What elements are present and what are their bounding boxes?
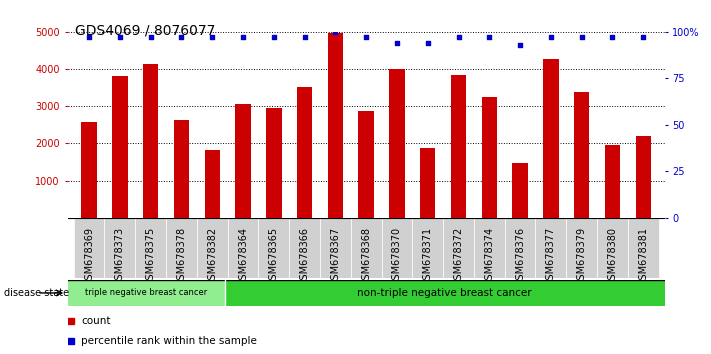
Bar xyxy=(574,92,589,218)
Point xyxy=(545,35,557,40)
Text: GSM678372: GSM678372 xyxy=(454,227,464,286)
Text: GSM678382: GSM678382 xyxy=(207,227,218,286)
Bar xyxy=(358,111,374,218)
Bar xyxy=(197,218,228,278)
Text: GSM678366: GSM678366 xyxy=(299,227,309,286)
Bar xyxy=(266,108,282,218)
Point xyxy=(483,35,495,40)
Bar xyxy=(258,218,289,278)
Text: percentile rank within the sample: percentile rank within the sample xyxy=(81,336,257,346)
Bar xyxy=(105,218,135,278)
Bar xyxy=(74,218,105,278)
Bar xyxy=(451,75,466,218)
Text: count: count xyxy=(81,316,110,326)
Bar xyxy=(228,218,258,278)
Bar xyxy=(143,64,159,218)
Bar xyxy=(68,280,225,306)
Text: GSM678376: GSM678376 xyxy=(515,227,525,286)
Bar xyxy=(628,218,658,278)
Point xyxy=(299,35,310,40)
Point xyxy=(237,35,249,40)
Text: GSM678375: GSM678375 xyxy=(146,227,156,286)
Bar xyxy=(597,218,628,278)
Point xyxy=(453,35,464,40)
Point xyxy=(514,42,525,48)
Bar xyxy=(420,148,435,218)
Point xyxy=(360,35,372,40)
Bar xyxy=(474,218,505,278)
Bar xyxy=(328,33,343,218)
Point xyxy=(638,35,649,40)
Text: GSM678373: GSM678373 xyxy=(115,227,125,286)
Point xyxy=(176,35,187,40)
Bar xyxy=(235,104,251,218)
Bar xyxy=(112,76,127,218)
Text: GSM678380: GSM678380 xyxy=(607,227,617,286)
Point xyxy=(330,29,341,35)
Point xyxy=(207,35,218,40)
Text: disease state: disease state xyxy=(4,288,69,298)
Text: GSM678379: GSM678379 xyxy=(577,227,587,286)
Bar xyxy=(505,218,535,278)
Text: GSM678365: GSM678365 xyxy=(269,227,279,286)
Bar xyxy=(320,218,351,278)
Text: GSM678371: GSM678371 xyxy=(423,227,433,286)
Text: GSM678369: GSM678369 xyxy=(84,227,94,286)
Bar xyxy=(535,218,566,278)
Bar xyxy=(382,218,412,278)
Bar xyxy=(289,218,320,278)
Bar xyxy=(389,69,405,218)
Bar xyxy=(351,218,382,278)
Bar xyxy=(297,87,312,218)
Bar xyxy=(605,145,620,218)
Bar xyxy=(166,218,197,278)
Point xyxy=(145,35,156,40)
Text: GDS4069 / 8076077: GDS4069 / 8076077 xyxy=(75,23,215,37)
Bar xyxy=(205,150,220,218)
Bar xyxy=(135,218,166,278)
Bar xyxy=(513,163,528,218)
Text: triple negative breast cancer: triple negative breast cancer xyxy=(85,289,207,297)
Bar xyxy=(543,59,559,218)
Bar xyxy=(481,97,497,218)
Point xyxy=(268,35,279,40)
Bar xyxy=(566,218,597,278)
Point xyxy=(114,35,126,40)
Text: GSM678381: GSM678381 xyxy=(638,227,648,286)
Text: GSM678374: GSM678374 xyxy=(484,227,494,286)
Text: GSM678364: GSM678364 xyxy=(238,227,248,286)
Point xyxy=(422,40,434,46)
Text: GSM678368: GSM678368 xyxy=(361,227,371,286)
Bar xyxy=(173,120,189,218)
Point xyxy=(83,35,95,40)
Bar xyxy=(636,136,651,218)
Bar xyxy=(443,218,474,278)
Point xyxy=(576,35,587,40)
Text: GSM678377: GSM678377 xyxy=(546,227,556,286)
Bar xyxy=(412,218,443,278)
Text: GSM678367: GSM678367 xyxy=(331,227,341,286)
Text: GSM678378: GSM678378 xyxy=(176,227,186,286)
Text: non-triple negative breast cancer: non-triple negative breast cancer xyxy=(358,288,532,298)
Bar xyxy=(81,122,97,218)
Point xyxy=(391,40,402,46)
Text: GSM678370: GSM678370 xyxy=(392,227,402,286)
Bar xyxy=(225,280,665,306)
Point xyxy=(606,35,618,40)
